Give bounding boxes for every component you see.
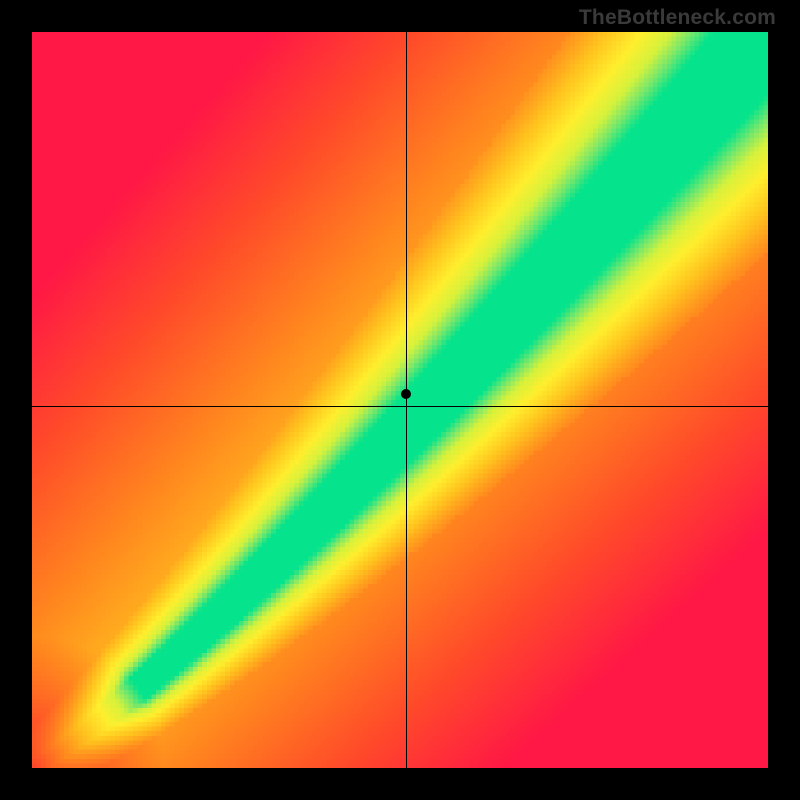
data-point-marker: [401, 389, 411, 399]
watermark-text: TheBottleneck.com: [579, 6, 776, 30]
heatmap-canvas: [32, 32, 768, 768]
heatmap-plot: [32, 32, 768, 768]
crosshair-vertical: [406, 32, 407, 768]
crosshair-horizontal: [32, 406, 768, 407]
chart-container: TheBottleneck.com: [0, 0, 800, 800]
